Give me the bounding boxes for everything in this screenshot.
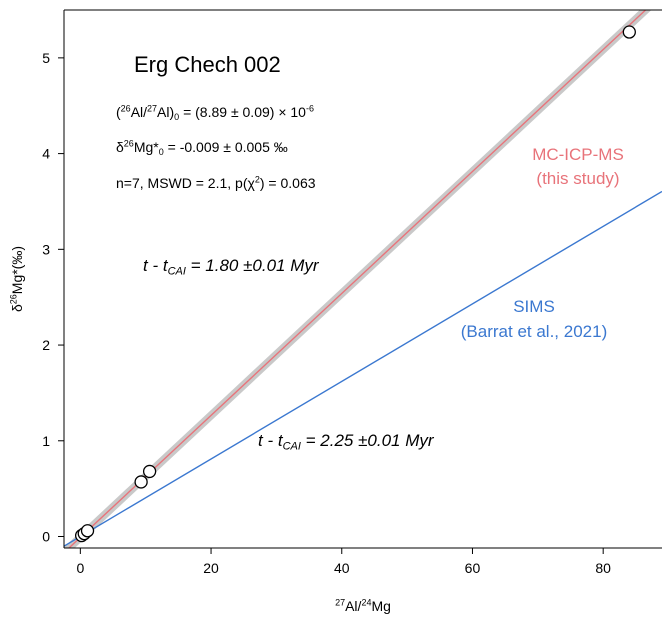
y-tick-label-0: 0 — [42, 529, 50, 545]
x-axis-label: 27Al/24Mg — [335, 598, 391, 614]
mc-icp-ms-label: MC-ICP-MS — [532, 145, 624, 164]
age-annotation-sims: t - tCAI = 2.25 ±0.01 Myr — [258, 431, 435, 453]
data-point-3 — [134, 475, 148, 489]
sims-sublabel: (Barrat et al., 2021) — [461, 322, 607, 341]
x-tick-label-40: 40 — [334, 560, 350, 576]
y-tick-label-2: 2 — [42, 337, 50, 353]
y-tick-label-4: 4 — [42, 146, 50, 162]
y-axis-label: δ26Mg*(‰) — [9, 246, 25, 312]
stats-line-mswd: n=7, MSWD = 2.1, p(χ2) = 0.063 — [116, 175, 316, 191]
age-annotation-mc: t - tCAI = 1.80 ±0.01 Myr — [143, 256, 320, 278]
y-tick-label-5: 5 — [42, 50, 50, 66]
x-tick-label-20: 20 — [203, 560, 219, 576]
stats-line-initial-ratio: (26Al/27Al)0 = (8.89 ± 0.09) × 10-6 — [116, 104, 314, 122]
x-tick-label-80: 80 — [595, 560, 611, 576]
y-tick-label-3: 3 — [42, 241, 50, 257]
mc-icp-ms-sublabel: (this study) — [536, 169, 619, 188]
plot-area — [64, 10, 662, 548]
regression-line-1 — [64, 190, 662, 547]
sims-label: SIMS — [513, 297, 555, 316]
regression-line-0 — [67, 10, 647, 548]
data-point-2 — [80, 524, 95, 538]
x-tick-label-0: 0 — [76, 560, 84, 576]
stats-line-initial-delta: δ26Mg*0 = -0.009 ± 0.005 ‰ — [116, 139, 288, 157]
data-point-5 — [622, 25, 636, 39]
chart-title: Erg Chech 002 — [134, 52, 281, 77]
data-point-4 — [142, 464, 157, 479]
y-tick-label-1: 1 — [42, 433, 50, 449]
x-tick-label-60: 60 — [465, 560, 481, 576]
